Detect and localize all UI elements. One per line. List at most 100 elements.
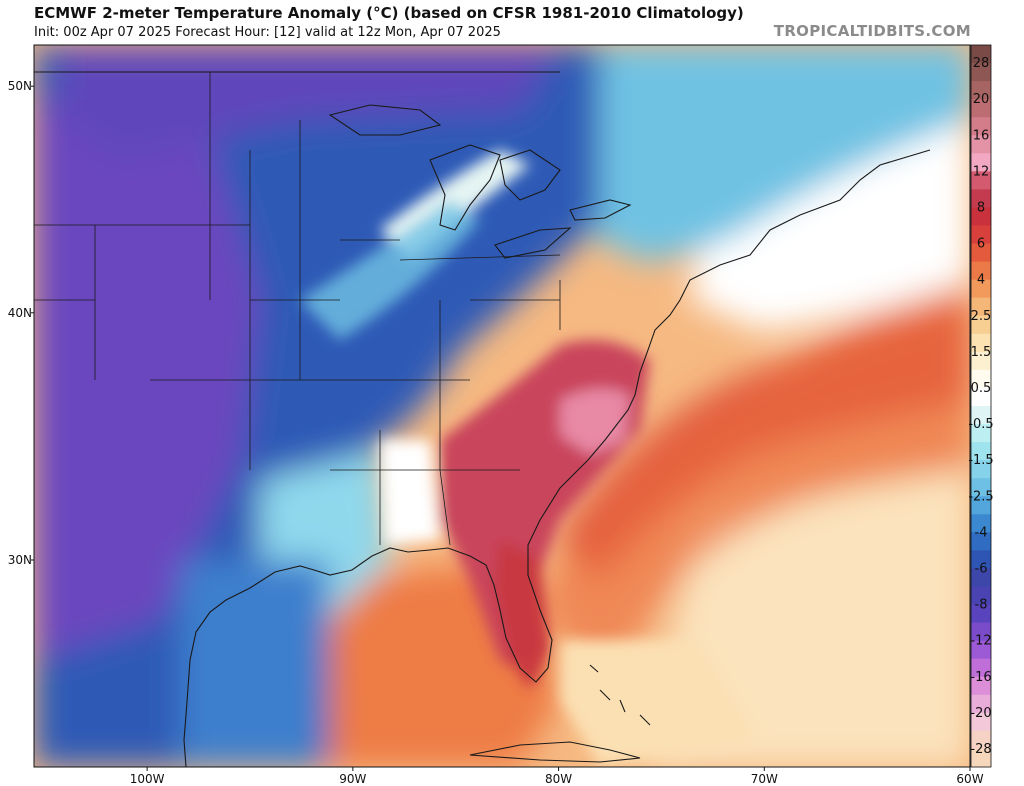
colorbar-frame (970, 44, 992, 768)
field-canada-cyan (560, 45, 970, 260)
anomaly-field (34, 45, 970, 767)
lake-superior-outline (328, 104, 442, 136)
colorbar-bin (971, 153, 991, 172)
colorbar-bin (971, 712, 991, 732)
colorbar-label: -4 (975, 525, 988, 540)
lake-ontario-outline (569, 199, 632, 221)
colorbar-bin (971, 496, 991, 515)
colorbar-label: -28 (970, 742, 991, 757)
map-subtitle: Init: 00z Apr 07 2025 Forecast Hour: [12… (34, 25, 501, 40)
field-alabama-white (380, 440, 440, 545)
colorbar-bin (971, 117, 991, 136)
cuba-outline (469, 741, 641, 763)
latitude-label: 50N (8, 79, 32, 93)
colorbar-bin (971, 550, 991, 569)
longitude-label: 60W (956, 772, 983, 786)
colorbar-bin (971, 135, 991, 154)
lake-michigan-outline (429, 144, 501, 231)
colorbar-bin (971, 189, 991, 208)
colorbar-label: -0.5 (968, 417, 993, 432)
bahamas-outline (589, 664, 651, 726)
field-west-purple (34, 100, 260, 660)
colorbar-label: -6 (975, 561, 988, 576)
latitude-label: 40N (8, 306, 32, 320)
geography-outlines (34, 71, 931, 767)
colorbar-label: -8 (975, 598, 988, 613)
state-borders (34, 72, 561, 546)
map-title: ECMWF 2-meter Temperature Anomaly (°C) (… (34, 4, 744, 22)
site-brand[interactable]: TROPICALTIDBITS.COM (773, 22, 971, 40)
longitude-label: 90W (339, 772, 366, 786)
longitude-label: 100W (130, 772, 165, 786)
colorbar-bin (971, 63, 991, 82)
colorbar-label: 6 (977, 237, 985, 252)
colorbar-bin (971, 243, 991, 263)
colorbar-label: 20 (973, 92, 990, 107)
field-detail-layer (300, 150, 760, 767)
colorbar-bin (971, 640, 991, 660)
colorbar-label: -16 (970, 670, 991, 685)
colorbar-bin (971, 333, 991, 353)
colorbar-label: 1.5 (971, 345, 992, 360)
colorbar-label: 12 (973, 164, 990, 179)
colorbar-bin (971, 351, 991, 371)
colorbar-bin (971, 406, 991, 425)
colorbar-bin (971, 676, 991, 696)
field-carolina-core (560, 388, 630, 455)
longitude-labels: 100W 90W 80W 70W 60W (130, 767, 984, 786)
map-frame (33, 44, 971, 768)
colorbar-bin (971, 45, 991, 64)
latitude-label: 30N (8, 553, 32, 567)
colorbar-label: -1.5 (968, 453, 993, 468)
colorbar-bin (971, 586, 991, 606)
colorbar-bin (971, 279, 991, 299)
colorbar-bin (971, 604, 991, 624)
colorbar-bin (971, 315, 991, 335)
colorbar-bin (971, 297, 991, 317)
colorbar-bin (971, 442, 991, 461)
colorbar-bin (971, 207, 991, 226)
colorbar-label: -20 (970, 706, 991, 721)
colorbar-bin (971, 532, 991, 551)
colorbar-bin (971, 748, 991, 768)
latitude-labels: 50N 40N 30N (8, 79, 34, 567)
field-northeast-white (690, 90, 970, 330)
field-north-purple (60, 45, 560, 160)
colorbar-bin (971, 99, 991, 118)
field-caribbean-pale (560, 640, 760, 767)
colorbar-bin (971, 694, 991, 714)
colorbar-label: -12 (970, 634, 991, 649)
colorbar-bin (971, 261, 991, 281)
lake-erie-outline (494, 227, 572, 259)
colorbar-label: 28 (973, 56, 990, 71)
colorbar-label: 0.5 (971, 381, 992, 396)
colorbar-bin (971, 730, 991, 750)
colorbar-bin (971, 568, 991, 587)
colorbar-bin (971, 387, 991, 407)
longitude-label: 70W (751, 772, 778, 786)
colorbar-bin (971, 369, 991, 389)
coastline-outline (183, 149, 931, 767)
colorbar-label: 16 (973, 128, 990, 143)
colorbar-label: 4 (977, 273, 985, 288)
colorbar-bin (971, 478, 991, 497)
colorbar: 28 20 16 12 8 6 4 2.5 1.5 0.5 -0.5 -1.5 -2.5 -4 -6 -8 -1… (968, 44, 994, 768)
field-texas-blue (180, 560, 330, 767)
colorbar-bin (971, 460, 991, 479)
colorbar-label: 8 (977, 200, 985, 215)
colorbar-bin (971, 171, 991, 190)
colorbar-bin (971, 424, 991, 443)
lake-huron-outline (499, 149, 561, 201)
colorbar-bin (971, 225, 991, 245)
field-florida-red (495, 540, 550, 690)
longitude-label: 80W (545, 772, 572, 786)
colorbar-label: -2.5 (968, 489, 993, 504)
colorbar-bin (971, 622, 991, 642)
colorbar-bin (971, 514, 991, 533)
colorbar-label: 2.5 (971, 309, 992, 324)
colorbar-bin (971, 81, 991, 100)
colorbar-bin (971, 658, 991, 678)
field-ohio-cyan (300, 200, 480, 340)
